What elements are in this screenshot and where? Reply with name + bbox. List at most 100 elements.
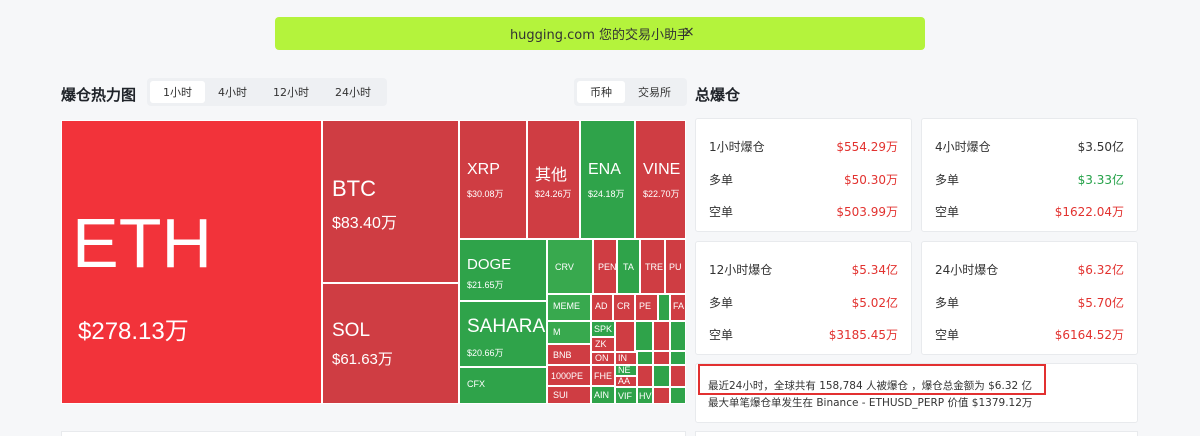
treemap-cell-small-13[interactable]: [670, 387, 686, 404]
treemap-symbol: VIF: [618, 391, 633, 401]
treemap-cell-small-3[interactable]: [635, 321, 653, 351]
short-label: 空单: [709, 328, 734, 342]
treemap-value: $61.63万: [332, 351, 393, 368]
treemap-cell-in[interactable]: IN: [615, 352, 637, 365]
tab-1h[interactable]: 1小时: [150, 81, 205, 103]
card-title: 1小时爆仓: [709, 140, 765, 154]
tab-24h[interactable]: 24小时: [335, 86, 371, 99]
treemap-symbol: SOL: [332, 320, 371, 341]
treemap-cell-cfx[interactable]: CFX: [459, 367, 547, 404]
treemap-cell-eth[interactable]: ETH $278.13万: [61, 120, 322, 404]
treemap-symbol: XRP: [467, 161, 500, 178]
treemap-cell-other[interactable]: 其他 $24.26万: [527, 120, 580, 239]
treemap-cell-1000pe[interactable]: 1000PE: [547, 365, 591, 386]
tab-4h[interactable]: 4小时: [218, 86, 247, 99]
treemap-cell-ne[interactable]: NE: [615, 365, 637, 376]
treemap-cell-small-1[interactable]: [658, 294, 670, 321]
treemap-cell-small-11[interactable]: [670, 365, 686, 387]
close-icon[interactable]: ×: [683, 24, 695, 40]
short-value: $6164.52万: [1054, 328, 1124, 342]
treemap-cell-sui[interactable]: SUI: [547, 386, 591, 404]
treemap-cell-vif[interactable]: VIF: [615, 387, 637, 404]
treemap-symbol: HV: [639, 391, 652, 401]
treemap-cell-cr[interactable]: CR: [613, 294, 635, 321]
treemap-cell-small-7[interactable]: [653, 351, 670, 365]
group-tabs: 币种 交易所: [574, 78, 687, 106]
short-label: 空单: [709, 205, 734, 219]
treemap-cell-sahara[interactable]: SAHARA $20.66万: [459, 301, 547, 367]
treemap-cell-small-5[interactable]: [670, 321, 686, 351]
treemap-cell-spk[interactable]: SPK: [591, 321, 615, 337]
treemap-cell-pen[interactable]: PEN: [593, 239, 617, 294]
treemap-cell-ain[interactable]: AIN: [591, 386, 615, 404]
treemap-symbol: CR: [617, 301, 630, 311]
treemap-symbol: BTC: [332, 176, 376, 201]
summary-line-2: 最大单笔爆仓单发生在 Binance - ETHUSD_PERP 价值 $137…: [708, 397, 1033, 409]
treemap-cell-pe[interactable]: PE: [635, 294, 658, 321]
treemap-value: $278.13万: [78, 318, 189, 345]
banner-text: hugging.com 您的交易小助手: [509, 28, 691, 43]
treemap-symbol: CRV: [555, 262, 574, 272]
summary-box: 最近24小时，全球共有 158,784 人被爆仓 ，爆仓总金额为 $6.32 亿…: [695, 363, 1138, 423]
treemap-cell-m[interactable]: M: [547, 321, 591, 344]
treemap-cell-small-10[interactable]: [653, 365, 670, 387]
treemap-value: $20.66万: [467, 348, 504, 358]
treemap-cell-meme[interactable]: MEME: [547, 294, 591, 321]
treemap-symbol: FA: [673, 301, 685, 311]
treemap-symbol: PEN: [598, 262, 617, 272]
treemap-symbol: TA: [623, 262, 634, 272]
treemap-symbol: CFX: [467, 379, 485, 389]
treemap-cell-tre[interactable]: TRE: [640, 239, 665, 294]
treemap-symbol: ENA: [588, 161, 621, 178]
time-tabs: 1小时 4小时 12小时 24小时: [147, 78, 387, 106]
treemap-cell-ad[interactable]: AD: [591, 294, 613, 321]
treemap-cell-fhe[interactable]: FHE: [591, 365, 615, 386]
treemap-value: $24.18万: [588, 189, 625, 199]
treemap-cell-small-6[interactable]: [637, 351, 653, 365]
treemap-cell-ta[interactable]: TA: [617, 239, 640, 294]
highlight-box: [698, 364, 1046, 395]
treemap-cell-pu[interactable]: PU: [665, 239, 686, 294]
treemap-cell-hv[interactable]: HV: [637, 387, 653, 404]
summary-line-1: 最近24小时，全球共有 158,784 人被爆仓 ，爆仓总金额为 $6.32 亿: [708, 380, 1033, 392]
long-label: 多单: [709, 173, 734, 187]
treemap-cell-small-4[interactable]: [653, 321, 670, 351]
treemap-cell-small-12[interactable]: [653, 387, 670, 404]
treemap-symbol: SUI: [553, 390, 569, 400]
treemap-cell-small-2[interactable]: [615, 321, 635, 352]
treemap-cell-aa[interactable]: AA: [615, 376, 637, 387]
treemap-symbol: VINE: [643, 161, 681, 178]
treemap-cell-zk[interactable]: ZK: [591, 337, 615, 352]
treemap-symbol: 其他: [535, 167, 568, 184]
treemap-cell-on[interactable]: ON: [591, 352, 615, 365]
card-total: $3.50亿: [1077, 140, 1124, 154]
treemap-symbol: ETH: [72, 204, 212, 282]
treemap-cell-sol[interactable]: SOL $61.63万: [322, 283, 459, 404]
treemap-cell-small-8[interactable]: [670, 351, 686, 365]
treemap-symbol: MEME: [553, 301, 580, 311]
treemap-cell-small-9[interactable]: [637, 365, 653, 387]
card-total: $554.29万: [836, 140, 898, 154]
treemap-cell-crv[interactable]: CRV: [547, 239, 593, 294]
treemap-symbol: ZK: [595, 339, 607, 349]
tab-12h[interactable]: 12小时: [273, 86, 309, 99]
treemap-value: $24.26万: [535, 189, 572, 199]
card-1h: 1小时爆仓 $554.29万 多单 $50.30万 空单 $503.99万: [695, 118, 912, 232]
tab-exchange[interactable]: 交易所: [638, 86, 671, 99]
treemap-symbol: DOGE: [467, 256, 512, 273]
treemap-cell-btc[interactable]: BTC $83.40万: [322, 120, 459, 283]
long-label: 多单: [709, 296, 734, 310]
tab-coin[interactable]: 币种: [577, 81, 625, 103]
treemap-symbol: SPK: [594, 324, 613, 334]
treemap-cell-vine[interactable]: VINE $22.70万: [635, 120, 686, 239]
card-4h: 4小时爆仓 $3.50亿 多单 $3.33亿 空单 $1622.04万: [921, 118, 1138, 232]
treemap-cell-fa[interactable]: FA: [670, 294, 686, 321]
treemap-cell-doge[interactable]: DOGE $21.65万: [459, 239, 547, 301]
treemap-cell-ena[interactable]: ENA $24.18万: [580, 120, 635, 239]
treemap-symbol: FHE: [594, 371, 612, 381]
treemap-cell-xrp[interactable]: XRP $30.08万: [459, 120, 527, 239]
treemap-cell-bnb[interactable]: BNB: [547, 344, 591, 365]
card-24h: 24小时爆仓 $6.32亿 多单 $5.70亿 空单 $6164.52万: [921, 241, 1138, 355]
long-label: 多单: [935, 296, 960, 310]
